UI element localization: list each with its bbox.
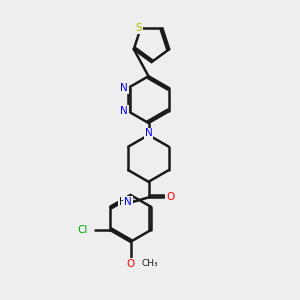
Text: O: O	[166, 192, 174, 203]
Text: H: H	[118, 197, 126, 207]
Text: S: S	[136, 23, 142, 33]
Text: N: N	[145, 128, 152, 139]
Text: CH₃: CH₃	[142, 260, 158, 268]
Text: N: N	[121, 106, 128, 116]
Text: O: O	[126, 259, 135, 269]
Text: N: N	[121, 83, 128, 93]
Text: Cl: Cl	[78, 225, 88, 235]
Text: N: N	[124, 197, 132, 207]
